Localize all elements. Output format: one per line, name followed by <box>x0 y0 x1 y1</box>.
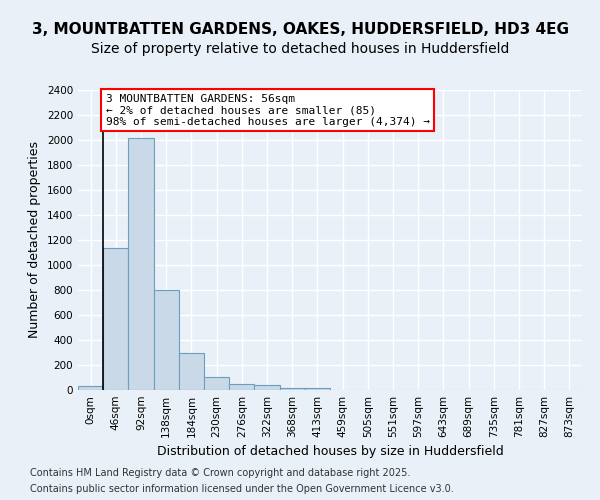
Bar <box>103 248 128 390</box>
Text: 3 MOUNTBATTEN GARDENS: 56sqm
← 2% of detached houses are smaller (85)
98% of sem: 3 MOUNTBATTEN GARDENS: 56sqm ← 2% of det… <box>106 94 430 127</box>
X-axis label: Distribution of detached houses by size in Huddersfield: Distribution of detached houses by size … <box>157 446 503 458</box>
Text: Contains public sector information licensed under the Open Government Licence v3: Contains public sector information licen… <box>30 484 454 494</box>
Bar <box>280 388 305 390</box>
Text: Contains HM Land Registry data © Crown copyright and database right 2025.: Contains HM Land Registry data © Crown c… <box>30 468 410 477</box>
Bar <box>229 384 254 390</box>
Text: Size of property relative to detached houses in Huddersfield: Size of property relative to detached ho… <box>91 42 509 56</box>
Bar <box>179 352 204 390</box>
Text: 3, MOUNTBATTEN GARDENS, OAKES, HUDDERSFIELD, HD3 4EG: 3, MOUNTBATTEN GARDENS, OAKES, HUDDERSFI… <box>32 22 569 38</box>
Bar <box>128 138 154 390</box>
Bar <box>78 386 103 390</box>
Bar <box>204 377 229 390</box>
Bar <box>305 388 330 390</box>
Bar <box>254 385 280 390</box>
Bar <box>154 290 179 390</box>
Y-axis label: Number of detached properties: Number of detached properties <box>28 142 41 338</box>
